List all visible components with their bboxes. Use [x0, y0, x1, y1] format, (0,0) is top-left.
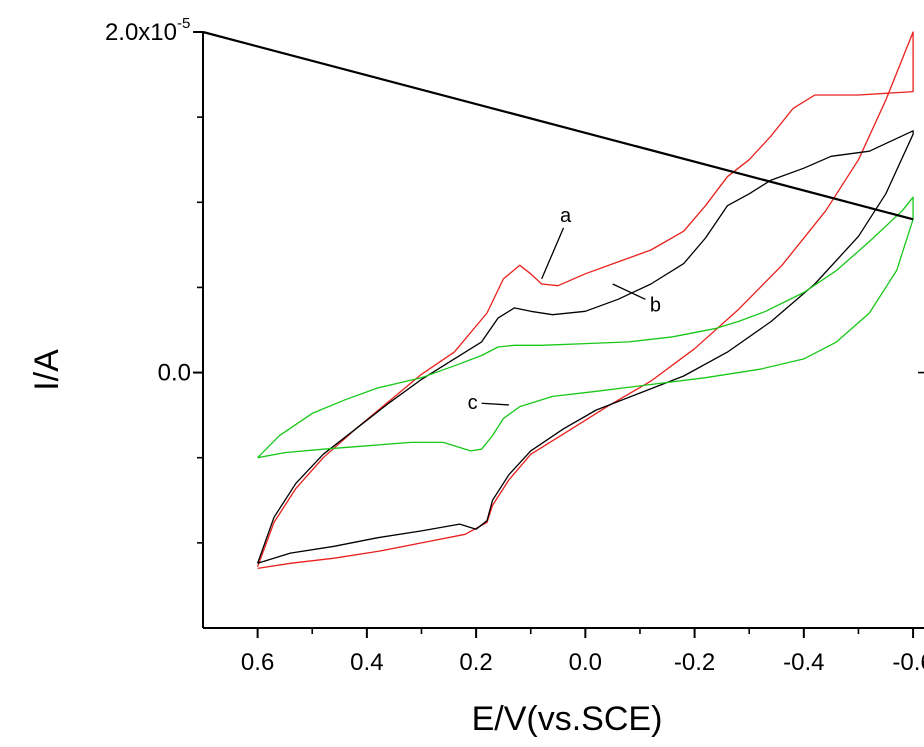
y-tick-exponent: -5: [177, 15, 190, 32]
annotation-leader-a: [541, 227, 565, 280]
x-tick-label: -0.2: [674, 649, 715, 676]
axes: [202, 32, 924, 629]
annotation-c: c: [468, 392, 478, 414]
y-tick-label: 0.0: [158, 360, 191, 387]
series-b-line: [256, 130, 914, 564]
x-tick-label: -0.6: [892, 649, 924, 676]
x-tick-label: 0.0: [569, 649, 602, 676]
plot-lines: [202, 30, 914, 570]
y-ticks: 0.0 2.0x10 -5: [105, 15, 924, 544]
x-ticks: 0.6 0.4 0.2 0.0 -0.2 -0.4 -0.6: [241, 628, 924, 676]
series-a-line: [256, 31, 914, 570]
x-tick-label: -0.4: [783, 649, 824, 676]
y-axis-label: I/A: [28, 349, 66, 391]
x-axis-label: E/V(vs.SCE): [472, 700, 663, 738]
annotation-leader-b: [612, 283, 646, 300]
reference-line: [202, 30, 914, 221]
x-tick-label: 0.4: [350, 649, 383, 676]
annotation-leader-c: [481, 402, 509, 406]
x-tick-label: 0.6: [241, 649, 274, 676]
y-tick-label: 2.0x10: [105, 19, 177, 46]
annotation-a: a: [560, 205, 572, 227]
annotation-b: b: [650, 294, 661, 316]
series-c-line: [257, 196, 914, 459]
annotations: a b c: [468, 205, 661, 414]
x-tick-label: 0.2: [459, 649, 492, 676]
